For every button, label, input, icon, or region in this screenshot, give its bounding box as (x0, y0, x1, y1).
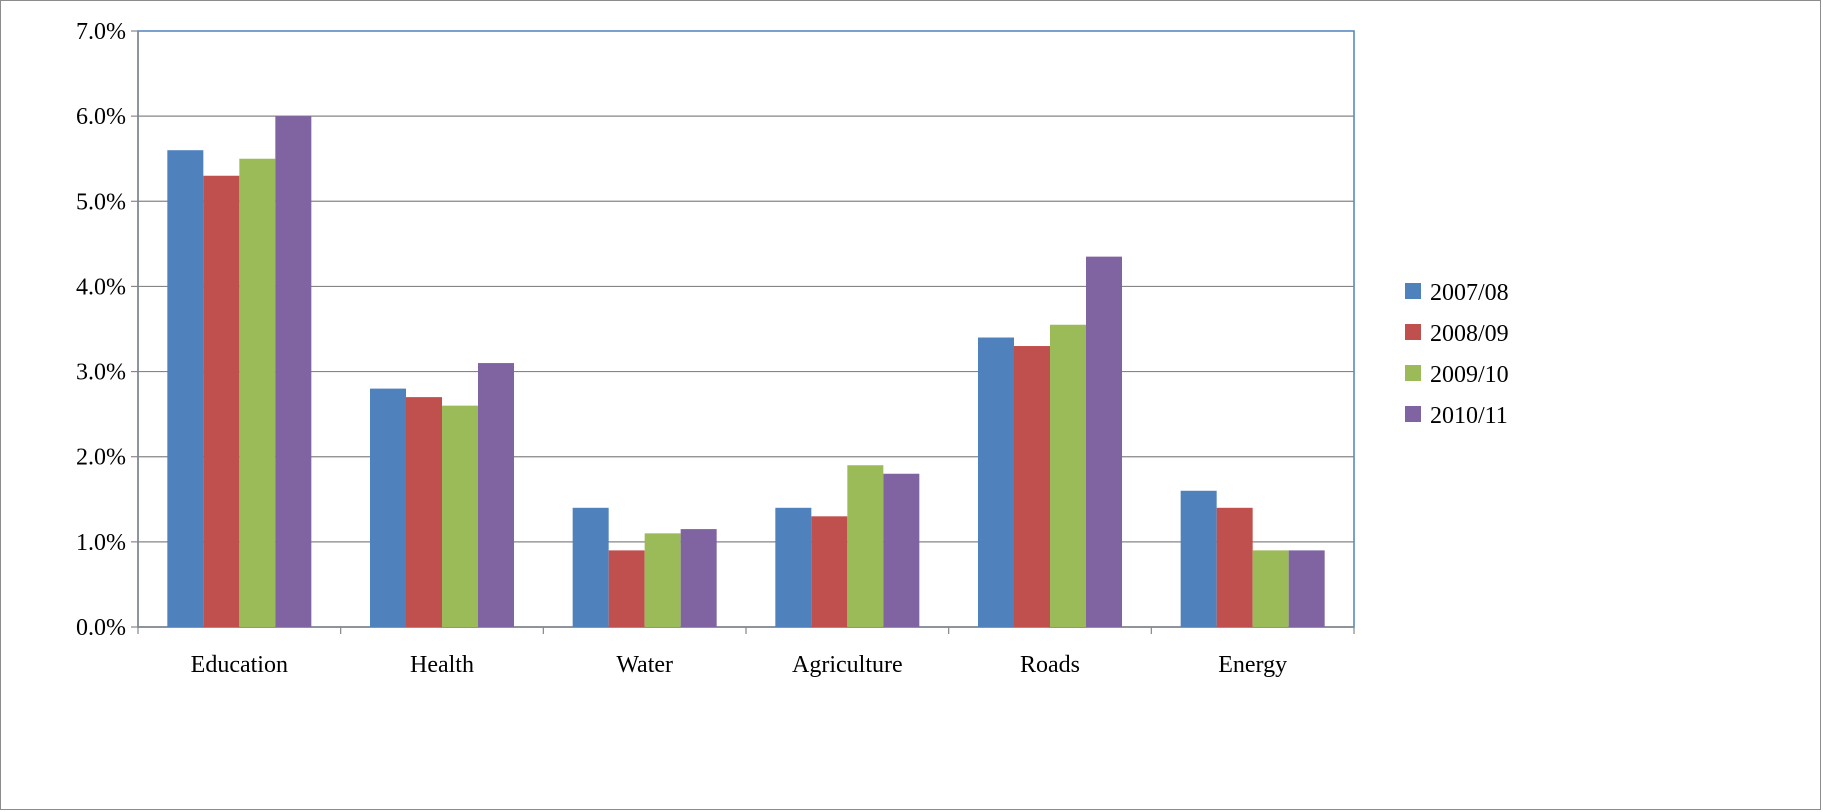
x-category-label: Water (616, 652, 673, 678)
bar-2008-09-water (608, 550, 645, 627)
legend-swatch-2010-11 (1405, 406, 1421, 422)
bar-2008-09-agriculture (811, 516, 848, 627)
legend-label-2008-09: 2008/09 (1430, 321, 1509, 347)
y-tick-label: 0.0% (76, 615, 126, 641)
x-category-label: Roads (1020, 652, 1080, 678)
bar-2009-10-energy (1252, 550, 1289, 627)
y-tick-label: 7.0% (76, 19, 126, 45)
x-category-label: Agriculture (792, 652, 903, 678)
bar-2010-11-agriculture (883, 473, 920, 627)
bar-2010-11-energy (1288, 550, 1325, 627)
bar-2009-10-roads (1050, 324, 1086, 627)
bar-2007-08-agriculture (775, 507, 812, 627)
legend-label-2007-08: 2007/08 (1430, 280, 1509, 306)
bar-2010-11-education (275, 116, 312, 628)
bar-2009-10-water (644, 533, 681, 627)
bar-2009-10-education (239, 158, 276, 627)
y-tick-label: 4.0% (76, 274, 126, 300)
bar-2010-11-water (680, 529, 717, 627)
y-tick-label: 1.0% (76, 530, 126, 556)
y-tick-label: 5.0% (76, 189, 126, 215)
legend-label-2010-11: 2010/11 (1430, 403, 1508, 429)
bar-2008-09-roads (1014, 346, 1050, 627)
x-category-label: Energy (1218, 652, 1287, 678)
bar-2010-11-health (478, 363, 514, 627)
bar-2009-10-health (442, 405, 478, 627)
bar-2007-08-water (572, 507, 609, 627)
bar-2008-09-health (406, 397, 442, 627)
x-category-label: Health (410, 652, 474, 678)
bar-2007-08-health (370, 388, 406, 627)
y-tick-label: 3.0% (76, 360, 126, 386)
bar-2007-08-education (167, 150, 204, 627)
plot-area-border (137, 30, 1355, 628)
bar-2008-09-energy (1216, 507, 1253, 627)
bar-2009-10-agriculture (847, 465, 884, 627)
bar-2007-08-energy (1180, 490, 1217, 627)
x-category-label: Education (191, 652, 288, 678)
bar-2007-08-roads (978, 337, 1014, 627)
bar-2010-11-roads (1086, 256, 1122, 627)
bar-2008-09-education (203, 175, 240, 627)
y-tick-label: 6.0% (76, 104, 126, 130)
legend-swatch-2008-09 (1405, 324, 1421, 340)
legend-swatch-2009-10 (1405, 365, 1421, 381)
legend-swatch-2007-08 (1405, 283, 1421, 299)
y-tick-label: 2.0% (76, 445, 126, 471)
legend-label-2009-10: 2009/10 (1430, 362, 1509, 388)
